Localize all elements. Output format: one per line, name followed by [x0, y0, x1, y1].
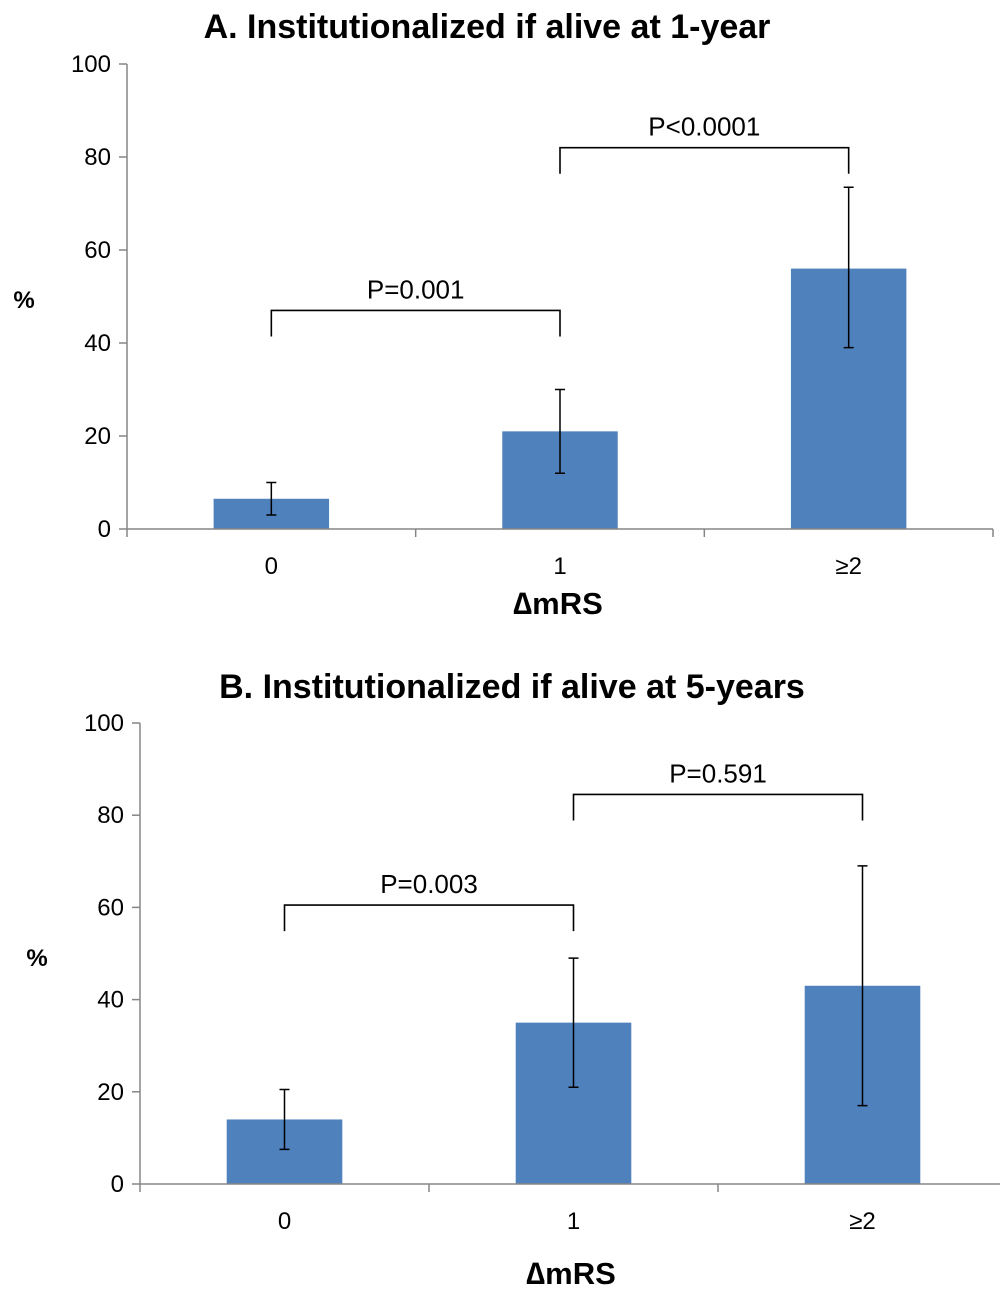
y-tick-label: 20 [84, 423, 111, 450]
x-tick-label: 1 [553, 553, 566, 580]
x-tick-label: ≥2 [835, 553, 862, 580]
error-bar [857, 865, 868, 1107]
error-bar [568, 957, 579, 1088]
chart-title: A. Institutionalized if alive at 1-year [204, 8, 771, 46]
y-tick-label: 60 [84, 237, 111, 264]
significance-bracket [283, 904, 575, 932]
error-bar [555, 388, 565, 474]
y-tick-label: 20 [97, 1079, 124, 1106]
x-tick-label: 0 [278, 1208, 291, 1235]
p-value-label: P=0.003 [380, 869, 478, 899]
y-tick-label: 100 [71, 51, 111, 78]
significance-bracket [559, 146, 850, 174]
error-bar [279, 1088, 290, 1151]
chart-panel-a: A. Institutionalized if alive at 1-year … [13, 8, 994, 621]
p-value-label: P=0.591 [669, 758, 767, 788]
y-axis-label: % [26, 945, 47, 972]
error-bar [843, 186, 854, 349]
x-tick-label: 0 [265, 553, 278, 580]
x-tick-label: 1 [567, 1208, 580, 1235]
y-tick-label: 0 [98, 516, 111, 543]
y-tick-label: 0 [111, 1171, 124, 1198]
p-value-label: P=0.001 [367, 274, 465, 304]
y-tick-label: 40 [84, 330, 111, 357]
x-axis-label: ∆mRS [526, 1256, 616, 1291]
y-tick-label: 60 [97, 894, 124, 921]
error-bar [266, 481, 277, 516]
x-axis-label: ∆mRS [513, 586, 603, 621]
x-tick-label: ≥2 [849, 1208, 876, 1235]
y-tick-label: 100 [84, 710, 124, 737]
y-axis-label: % [13, 287, 34, 314]
chart-panel-b: B. Institutionalized if alive at 5-years… [26, 668, 1000, 1291]
significance-bracket [572, 793, 864, 821]
significance-bracket [270, 309, 561, 337]
chart-title: B. Institutionalized if alive at 5-years [219, 668, 805, 706]
y-tick-label: 80 [97, 802, 124, 829]
p-value-label: P<0.0001 [648, 112, 760, 142]
y-tick-label: 40 [97, 987, 124, 1014]
y-tick-label: 80 [84, 144, 111, 171]
